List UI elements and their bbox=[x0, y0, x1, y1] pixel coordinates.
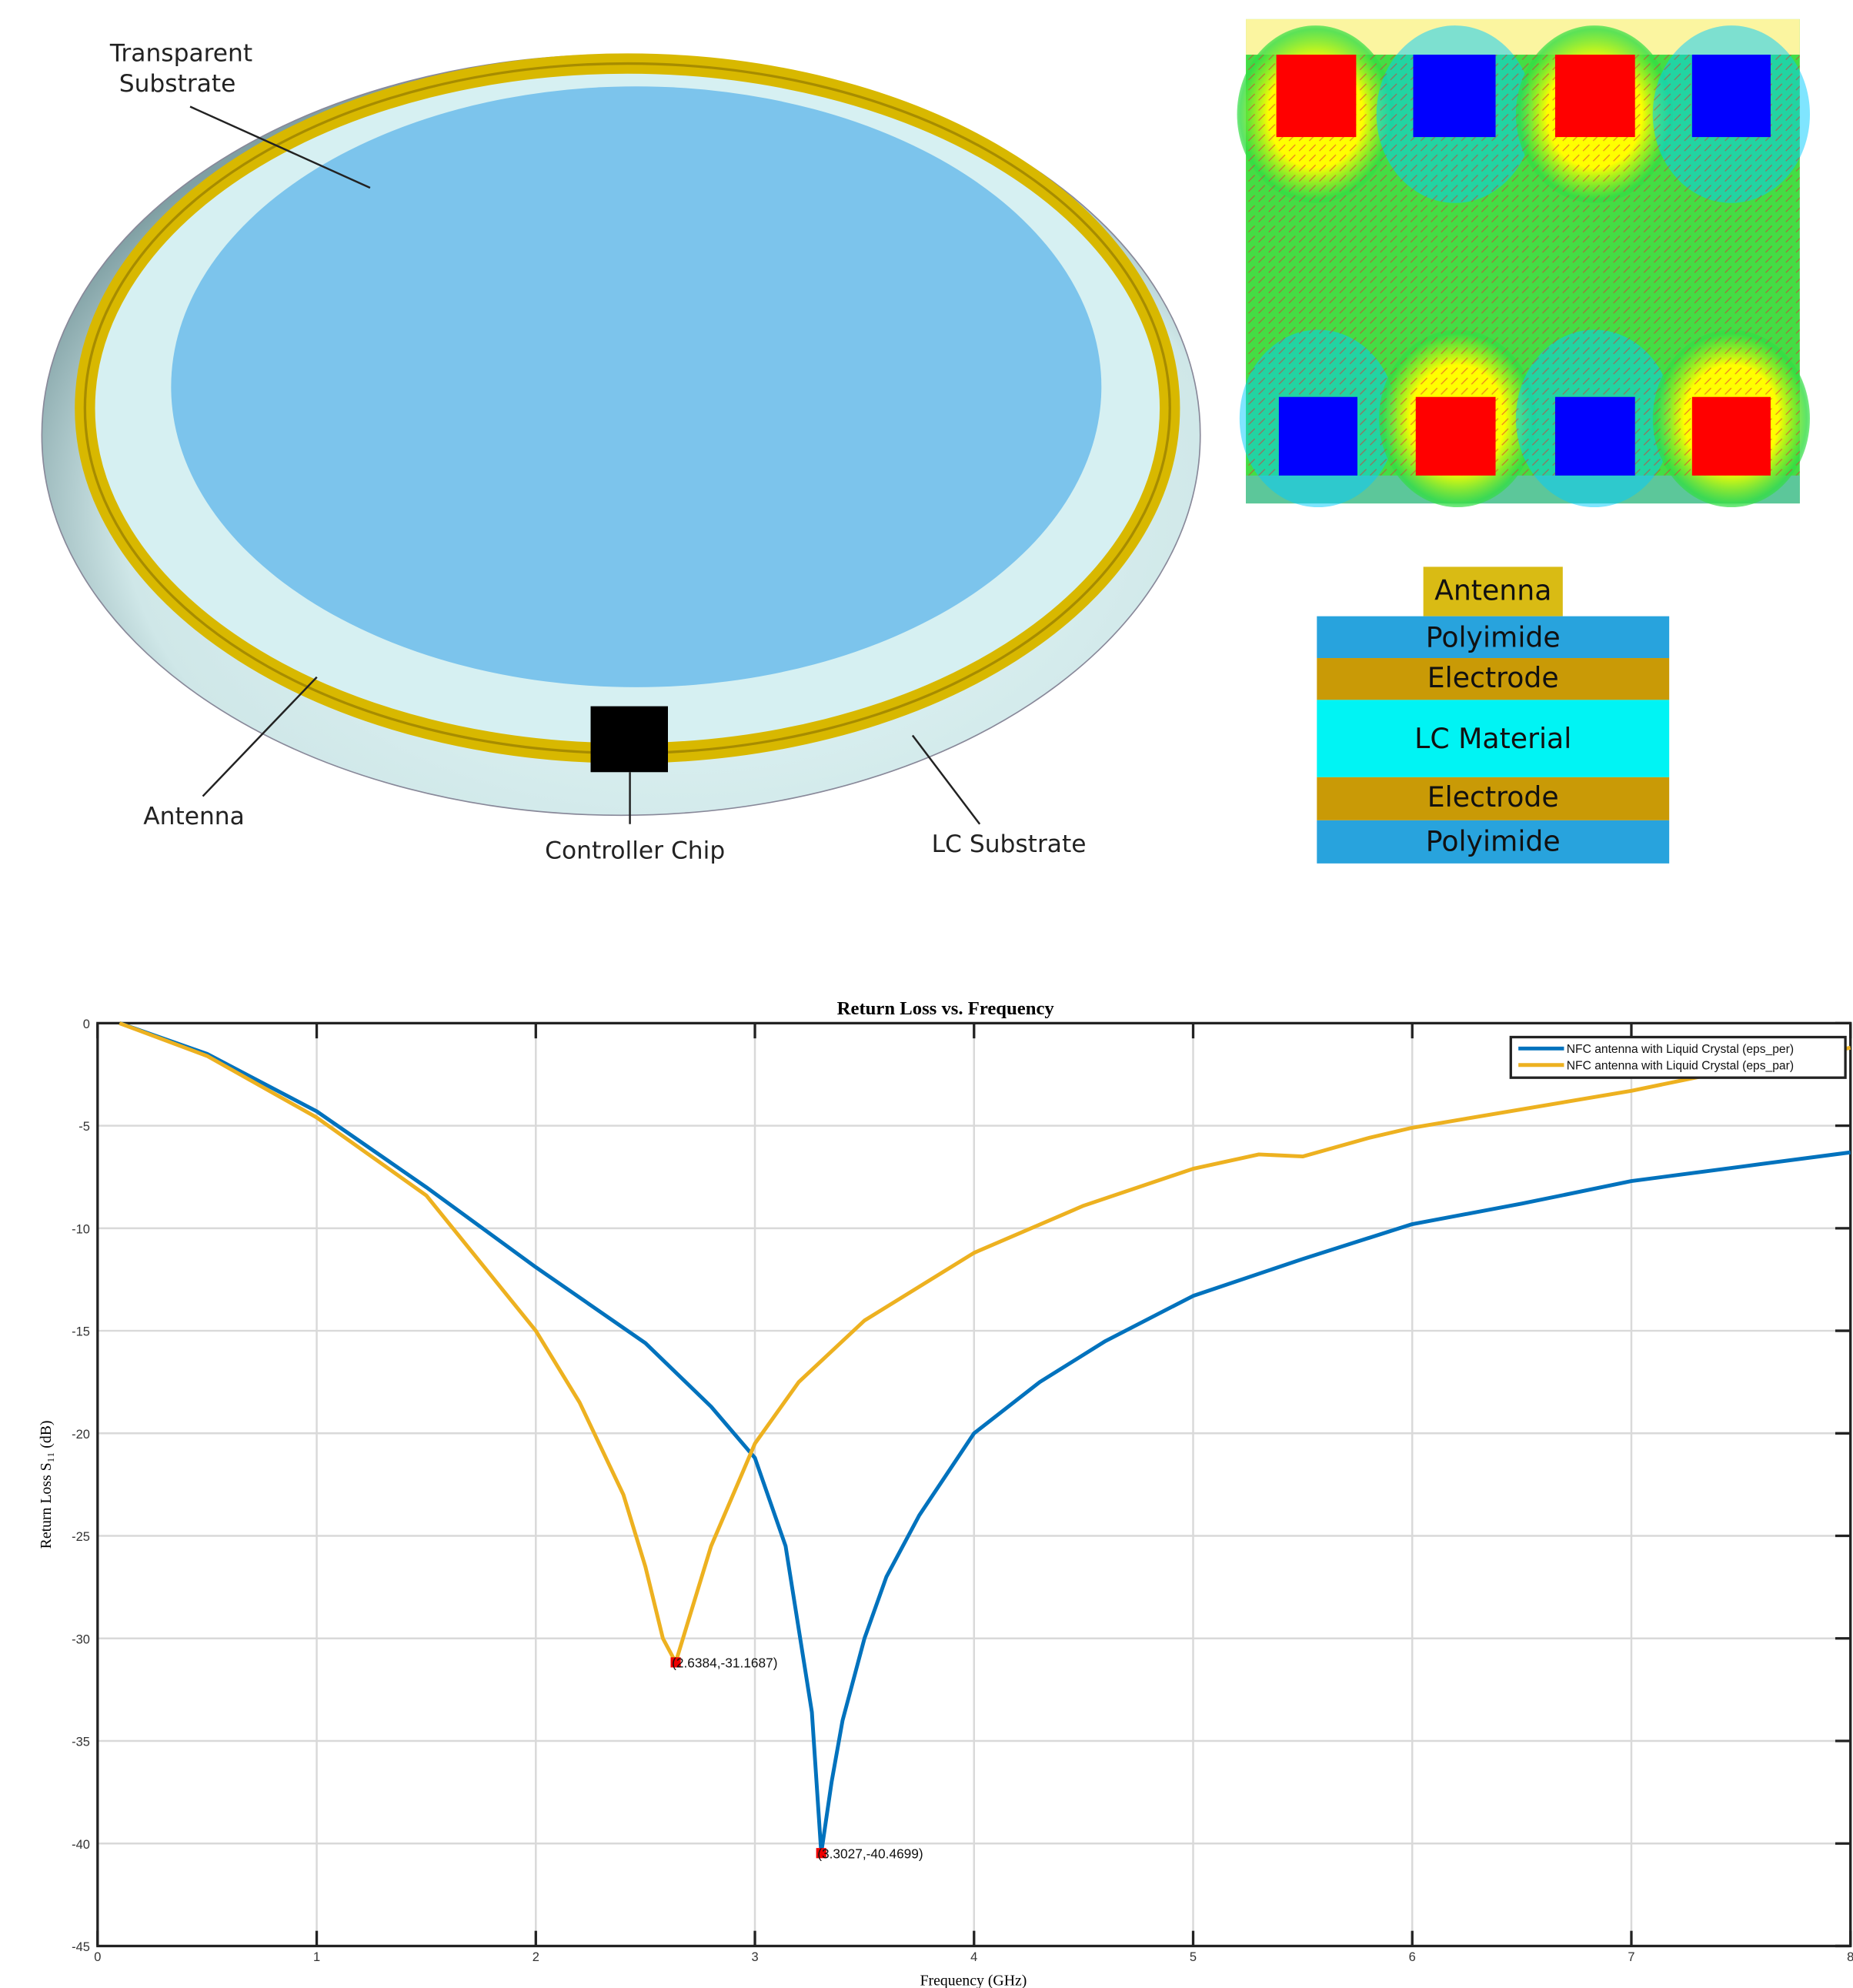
x-tick-label: 3 bbox=[751, 1950, 758, 1964]
x-tick-label: 8 bbox=[1847, 1950, 1853, 1964]
x-tick-label: 1 bbox=[313, 1950, 320, 1964]
layer-label: Polyimide bbox=[1426, 620, 1561, 653]
x-axis-label: Frequency (GHz) bbox=[920, 1973, 1027, 1988]
label: LC Substrate bbox=[932, 830, 1087, 858]
x-tick-label: 4 bbox=[970, 1950, 977, 1964]
figure: Transparent Substrate Antenna Controller… bbox=[0, 0, 1853, 1988]
layer-label: Electrode bbox=[1427, 780, 1559, 814]
label: Substrate bbox=[119, 70, 236, 98]
y-tick-label: -5 bbox=[78, 1120, 90, 1134]
data-tip-label: (3.3027,-40.4699) bbox=[817, 1846, 923, 1861]
y-tick-label: -35 bbox=[72, 1736, 90, 1749]
x-tick-label: 6 bbox=[1409, 1950, 1416, 1964]
layer-label: Antenna bbox=[1434, 573, 1551, 606]
controller-chip bbox=[591, 707, 668, 773]
y-tick-label: -45 bbox=[72, 1940, 90, 1954]
y-tick-label: -10 bbox=[72, 1222, 90, 1236]
data-tip-label: (2.6384,-31.1687) bbox=[672, 1655, 777, 1670]
label: Antenna bbox=[143, 803, 245, 830]
y-tick-label: -30 bbox=[72, 1632, 90, 1646]
x-tick-label: 0 bbox=[94, 1950, 101, 1964]
layer-label: Polyimide bbox=[1426, 825, 1561, 858]
y-tick-label: 0 bbox=[83, 1017, 90, 1031]
chart: Return Loss vs. Frequency Frequency (GHz… bbox=[38, 998, 1853, 1988]
x-tick-label: 5 bbox=[1190, 1950, 1197, 1964]
label: Transparent bbox=[109, 39, 252, 67]
field-map bbox=[1237, 19, 1810, 507]
legend-label: NFC antenna with Liquid Crystal (eps_par… bbox=[1567, 1060, 1794, 1073]
layer-label: LC Material bbox=[1414, 722, 1571, 755]
y-tick-label: -20 bbox=[72, 1428, 90, 1442]
layer-label: Electrode bbox=[1427, 661, 1559, 694]
y-tick-label: -15 bbox=[72, 1325, 90, 1339]
x-tick-label: 7 bbox=[1628, 1950, 1634, 1964]
y-axis-label: Return Loss S₁₁ (dB) bbox=[38, 1420, 55, 1549]
x-tick-label: 2 bbox=[533, 1950, 539, 1964]
label: Controller Chip bbox=[545, 837, 725, 864]
y-tick-label: -25 bbox=[72, 1530, 90, 1544]
layer-stack: Antenna Polyimide Electrode LC Material … bbox=[1317, 566, 1669, 863]
legend-label: NFC antenna with Liquid Crystal (eps_per… bbox=[1567, 1043, 1794, 1056]
lens-illustration: Transparent Substrate Antenna Controller… bbox=[42, 39, 1200, 864]
y-tick-label: -40 bbox=[72, 1838, 90, 1852]
chart-title: Return Loss vs. Frequency bbox=[837, 998, 1055, 1019]
